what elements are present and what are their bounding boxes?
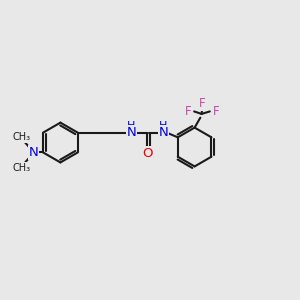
Text: CH₃: CH₃ xyxy=(12,163,30,173)
Text: F: F xyxy=(213,105,219,118)
Text: F: F xyxy=(184,105,191,118)
Text: N: N xyxy=(159,126,168,139)
Text: H: H xyxy=(159,121,168,130)
Text: CH₃: CH₃ xyxy=(12,132,30,142)
Text: O: O xyxy=(142,147,153,160)
Text: F: F xyxy=(199,97,206,110)
Text: H: H xyxy=(127,121,135,130)
Text: N: N xyxy=(29,146,39,159)
Text: N: N xyxy=(126,126,136,139)
